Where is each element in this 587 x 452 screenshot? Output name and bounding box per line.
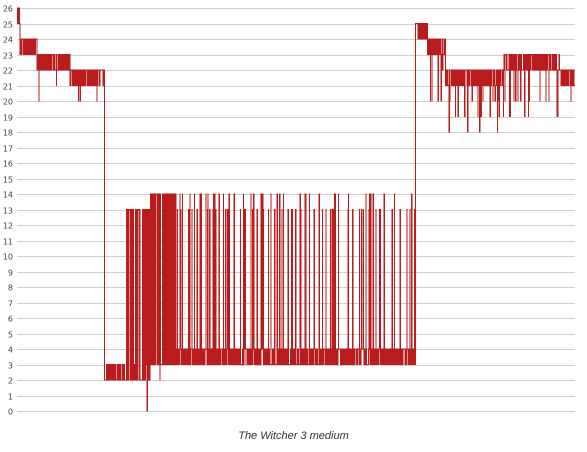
y-tick-label-12: 12 xyxy=(3,222,13,231)
y-tick-label-19: 19 xyxy=(3,114,13,123)
series xyxy=(17,7,575,412)
chart-title: The Witcher 3 medium xyxy=(238,430,349,442)
y-tick-label-1: 1 xyxy=(8,393,13,402)
y-tick-label-23: 23 xyxy=(3,52,13,61)
y-tick-label-2: 2 xyxy=(8,377,13,386)
y-tick-label-22: 22 xyxy=(3,67,13,76)
y-tick-label-0: 0 xyxy=(8,408,13,417)
y-tick-label-25: 25 xyxy=(3,21,13,30)
y-tick-label-5: 5 xyxy=(8,331,13,340)
y-tick-label-7: 7 xyxy=(8,300,13,309)
y-tick-label-21: 21 xyxy=(3,83,13,92)
y-tick-label-26: 26 xyxy=(3,5,13,14)
series-line-fps xyxy=(17,7,575,412)
y-tick-label-11: 11 xyxy=(3,238,13,247)
y-tick-label-4: 4 xyxy=(8,346,13,355)
y-axis-ticks: 0123456789101112131415161718192021222324… xyxy=(3,5,13,417)
y-tick-label-8: 8 xyxy=(8,284,13,293)
y-tick-label-20: 20 xyxy=(3,98,13,107)
y-tick-label-9: 9 xyxy=(8,269,13,278)
y-tick-label-14: 14 xyxy=(3,191,13,200)
y-tick-label-6: 6 xyxy=(8,315,13,324)
y-tick-label-24: 24 xyxy=(3,36,13,45)
y-tick-label-18: 18 xyxy=(3,129,13,138)
y-tick-label-3: 3 xyxy=(8,362,13,371)
y-tick-label-10: 10 xyxy=(3,253,13,262)
y-tick-label-13: 13 xyxy=(3,207,13,216)
y-tick-label-16: 16 xyxy=(3,160,13,169)
y-tick-label-17: 17 xyxy=(3,145,13,154)
y-tick-label-15: 15 xyxy=(3,176,13,185)
